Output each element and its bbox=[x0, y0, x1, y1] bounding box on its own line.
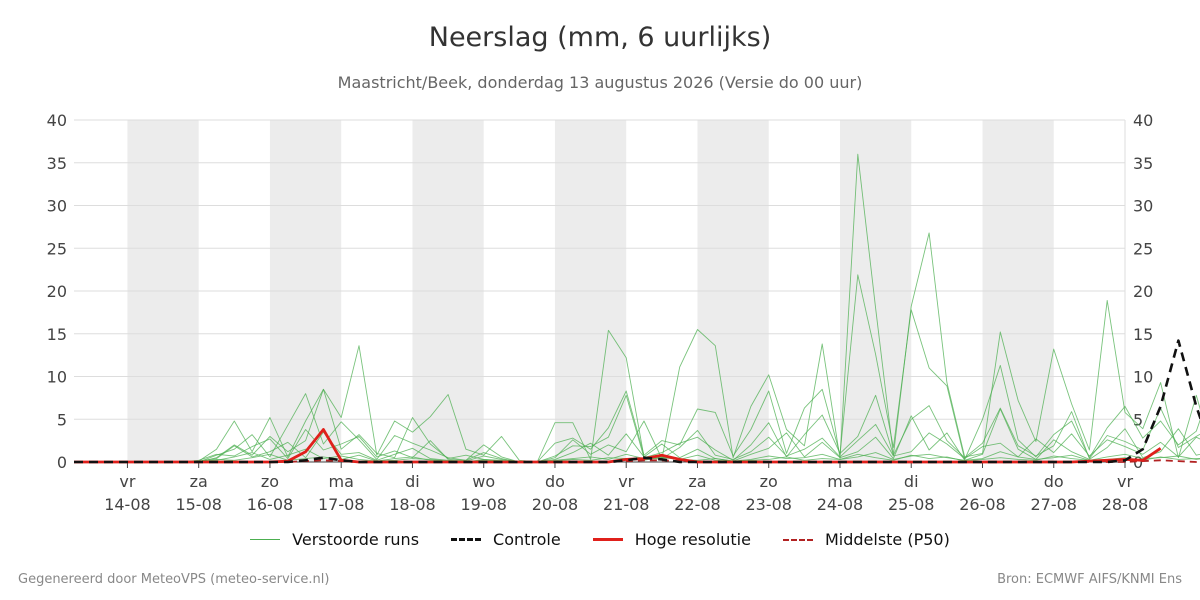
y-tick-label-right: 20 bbox=[1133, 282, 1153, 301]
x-tick-day: za bbox=[190, 472, 208, 491]
legend-label: Controle bbox=[493, 530, 561, 549]
chart-title: Neerslag (mm, 6 uurlijks) bbox=[428, 22, 772, 53]
x-tick-day: wo bbox=[472, 472, 495, 491]
x-tick-date: 21-08 bbox=[603, 495, 650, 514]
legend-symbol bbox=[592, 538, 623, 541]
legend-label: Hoge resolutie bbox=[634, 530, 751, 549]
legend-symbol bbox=[250, 539, 281, 540]
y-tick-label-right: 40 bbox=[1133, 111, 1153, 130]
x-tick-day: vr bbox=[1117, 472, 1133, 491]
y-tick-label-left: 35 bbox=[47, 154, 67, 173]
x-tick-date: 25-08 bbox=[888, 495, 935, 514]
x-tick-date: 24-08 bbox=[817, 495, 864, 514]
x-tick-date: 20-08 bbox=[532, 495, 579, 514]
y-tick-label-left: 20 bbox=[47, 282, 67, 301]
legend: Verstoorde runs Controle Hoge resolutie Mid… bbox=[0, 530, 1200, 549]
ensemble-member-line bbox=[163, 153, 1200, 463]
legend-item: Controle bbox=[451, 530, 561, 549]
y-tick-label-right: 10 bbox=[1133, 368, 1153, 387]
chart-subtitle: Maastricht/Beek, donderdag 13 augustus 2… bbox=[337, 73, 863, 92]
x-tick-date: 15-08 bbox=[175, 495, 222, 514]
y-tick-label-left: 30 bbox=[47, 197, 67, 216]
x-tick-day: zo bbox=[261, 472, 279, 491]
x-tick-day: za bbox=[688, 472, 706, 491]
x-tick-date: 19-08 bbox=[460, 495, 507, 514]
x-tick-day: di bbox=[904, 472, 919, 491]
x-tick-day: do bbox=[1044, 472, 1064, 491]
ensemble-member-line bbox=[163, 420, 1200, 463]
x-tick-date: 23-08 bbox=[745, 495, 792, 514]
y-tick-label-right: 35 bbox=[1133, 154, 1153, 173]
x-tick-day: vr bbox=[119, 472, 135, 491]
x-tick-day: vr bbox=[618, 472, 634, 491]
x-tick-day: wo bbox=[971, 472, 994, 491]
x-tick-date: 17-08 bbox=[318, 495, 365, 514]
y-tick-label-right: 5 bbox=[1133, 410, 1143, 429]
legend-label: Middelste (P50) bbox=[824, 530, 950, 549]
x-tick-day: ma bbox=[827, 472, 852, 491]
y-tick-label-right: 15 bbox=[1133, 325, 1153, 344]
y-tick-label-left: 40 bbox=[47, 111, 67, 130]
y-tick-label-left: 10 bbox=[47, 368, 67, 387]
y-tick-label-right: 25 bbox=[1133, 239, 1153, 258]
x-tick-day: di bbox=[405, 472, 420, 491]
x-tick-date: 28-08 bbox=[1102, 495, 1149, 514]
legend-label: Verstoorde runs bbox=[292, 530, 420, 549]
x-tick-date: 14-08 bbox=[104, 495, 151, 514]
y-tick-label-right: 0 bbox=[1133, 453, 1143, 472]
legend-item: Hoge resolutie bbox=[592, 530, 751, 549]
x-tick-day: zo bbox=[760, 472, 778, 491]
y-tick-label-left: 15 bbox=[47, 325, 67, 344]
legend-symbol bbox=[782, 538, 813, 541]
footer-generated-by: Gegenereerd door MeteoVPS (meteo-service… bbox=[18, 572, 330, 587]
x-tick-date: 18-08 bbox=[389, 495, 436, 514]
x-tick-date: 27-08 bbox=[1030, 495, 1077, 514]
control-line bbox=[74, 339, 1200, 464]
y-tick-label-left: 25 bbox=[47, 239, 67, 258]
x-tick-date: 22-08 bbox=[674, 495, 721, 514]
x-tick-date: 16-08 bbox=[247, 495, 294, 514]
x-tick-day: ma bbox=[329, 472, 354, 491]
ensemble-member-line bbox=[163, 393, 1200, 463]
legend-symbol bbox=[451, 538, 482, 541]
y-tick-label-left: 5 bbox=[57, 410, 67, 429]
x-tick-day: do bbox=[545, 472, 565, 491]
ensemble-member-line bbox=[163, 274, 1200, 463]
legend-item: Verstoorde runs bbox=[250, 530, 419, 549]
y-tick-label-left: 0 bbox=[57, 453, 67, 472]
footer-source: Bron: ECMWF AIFS/KNMI Ens bbox=[997, 572, 1182, 587]
y-tick-label-right: 30 bbox=[1133, 197, 1153, 216]
legend-item: Middelste (P50) bbox=[782, 530, 950, 549]
x-tick-date: 26-08 bbox=[959, 495, 1006, 514]
